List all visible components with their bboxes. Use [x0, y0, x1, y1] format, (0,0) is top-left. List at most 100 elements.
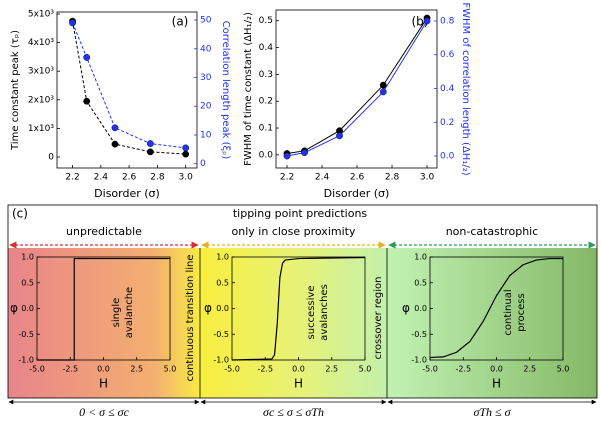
- y-axis-label: φ: [402, 301, 410, 315]
- y2-tick-label: 40: [200, 44, 212, 54]
- region-heading: non-catastrophic: [446, 225, 539, 238]
- boundary-label: crossover region: [373, 276, 384, 359]
- x-axis-label: Disorder (σ): [324, 187, 390, 200]
- annotation: single: [111, 298, 122, 328]
- series-line: [429, 257, 563, 359]
- data-point: [336, 132, 343, 140]
- boundary-label: continuous transition line: [185, 254, 196, 381]
- y2-axis-label: FWHM of correlation length (ΔH₁/₂): [460, 2, 471, 175]
- plot-frame: [56, 11, 198, 169]
- y-tick-label: 4x10³: [28, 38, 55, 48]
- x-tick-label: 0.0: [490, 365, 503, 374]
- y-tick-label: 0.3: [259, 70, 273, 80]
- x-tick-label: 2.5: [523, 365, 536, 374]
- data-point: [379, 88, 387, 96]
- x-tick-label: 5.0: [557, 365, 570, 374]
- y-tick-label: 0.2: [259, 97, 273, 107]
- y2-tick-label: 10: [200, 130, 212, 140]
- y2-tick-label: 0.0: [440, 152, 455, 162]
- x-axis-label: H: [294, 377, 303, 391]
- y-axis-label: φ: [204, 301, 212, 315]
- y-tick-label: 3x10³: [28, 67, 55, 77]
- y-axis-label: Time constant peak (τₚ): [10, 30, 21, 151]
- y-tick-label: 0.0: [414, 304, 427, 313]
- y-tick-label: 0.0: [259, 150, 274, 160]
- y2-tick-label: 20: [200, 102, 212, 112]
- y-tick-label: 0.4: [259, 43, 274, 53]
- x-tick-label: 5.0: [164, 365, 177, 374]
- y-tick-label: -0.5: [213, 330, 229, 339]
- x-tick-label: 2.6: [350, 173, 365, 183]
- data-point: [83, 53, 91, 61]
- region-heading: only in close proximity: [232, 225, 356, 238]
- x-tick-label: -2.5: [455, 365, 471, 374]
- y2-tick-label: 0: [200, 159, 206, 169]
- plot-frame: [275, 9, 438, 169]
- y-axis-label: FWHM of time constant (ΔH₁/₂): [243, 12, 254, 166]
- y-tick-label: 1.0: [21, 253, 34, 262]
- x-tick-label: 2.2: [65, 173, 79, 183]
- series-line: [231, 256, 366, 361]
- y-tick-label: -1.0: [411, 356, 427, 365]
- annotation: continual: [503, 289, 514, 335]
- data-point: [83, 97, 91, 105]
- x-tick-label: -2.5: [257, 365, 273, 374]
- x-axis-label: H: [492, 377, 501, 391]
- y-tick-label: 0.1: [259, 124, 273, 134]
- y-tick-label: 0.5: [259, 16, 273, 26]
- x-axis-label: Disorder (σ): [94, 187, 160, 200]
- y-tick-label: 0.5: [216, 278, 229, 287]
- y-tick-label: 0.5: [414, 278, 427, 287]
- x-tick-label: 2.5: [325, 365, 338, 374]
- condition: σc ≤ σ ≤ σTh: [263, 405, 324, 419]
- x-tick-label: 3.0: [179, 173, 194, 183]
- panel-frame: [7, 204, 598, 399]
- x-tick-label: -5.0: [224, 365, 240, 374]
- series-line: [37, 257, 170, 361]
- y-tick-label: 1.0: [414, 253, 427, 262]
- x-tick-label: -2.5: [62, 365, 78, 374]
- gradient-background: [8, 248, 597, 398]
- annotation: avalanche: [124, 287, 135, 338]
- annotation: successive: [306, 286, 317, 340]
- panel-title: tipping point predictions: [233, 207, 368, 220]
- y2-tick-label: 30: [200, 73, 212, 83]
- y-tick-label: 1.0: [216, 253, 229, 262]
- y2-axis-label: Correlation length peak (ξₚ): [220, 21, 231, 160]
- annotation: avalanches: [319, 284, 330, 341]
- y2-tick-label: 0.4: [440, 84, 455, 94]
- x-tick-label: 0.0: [292, 365, 305, 374]
- condition: σTh ≤ σ: [473, 405, 511, 419]
- data-point: [111, 140, 119, 148]
- y-tick-label: 0: [48, 152, 54, 162]
- data-point: [379, 81, 387, 89]
- data-point: [146, 148, 154, 156]
- data-point: [283, 152, 291, 160]
- y-tick-label: -1.0: [18, 356, 34, 365]
- y-tick-label: 1x10³: [28, 124, 55, 134]
- data-point: [146, 140, 154, 147]
- data-point: [301, 149, 308, 157]
- x-axis-label: H: [99, 377, 108, 391]
- x-tick-label: 3.0: [420, 173, 435, 183]
- x-tick-label: -5.0: [422, 365, 438, 374]
- data-point: [423, 17, 431, 25]
- y-tick-label: 0.0: [216, 304, 229, 313]
- x-tick-label: 2.4: [315, 173, 330, 183]
- y-tick-label: 5x10³: [28, 10, 55, 20]
- x-tick-label: 0.0: [97, 365, 110, 374]
- y2-tick-label: 0.2: [440, 118, 454, 128]
- y-tick-label: 0.5: [21, 278, 34, 287]
- panel-label: (c): [12, 207, 28, 221]
- x-tick-label: 2.8: [150, 173, 165, 183]
- data-point: [182, 144, 190, 152]
- annotation: process: [516, 293, 527, 331]
- condition: 0 < σ ≤ σc: [79, 405, 130, 419]
- y2-tick-label: 50: [200, 16, 212, 26]
- y2-tick-label: 0.8: [440, 16, 455, 26]
- region-heading: unpredictable: [66, 225, 142, 238]
- panel-label: (a): [172, 15, 189, 29]
- y-tick-label: 0.0: [21, 304, 34, 313]
- y-tick-label: -0.5: [411, 330, 427, 339]
- x-tick-label: 2.5: [130, 365, 143, 374]
